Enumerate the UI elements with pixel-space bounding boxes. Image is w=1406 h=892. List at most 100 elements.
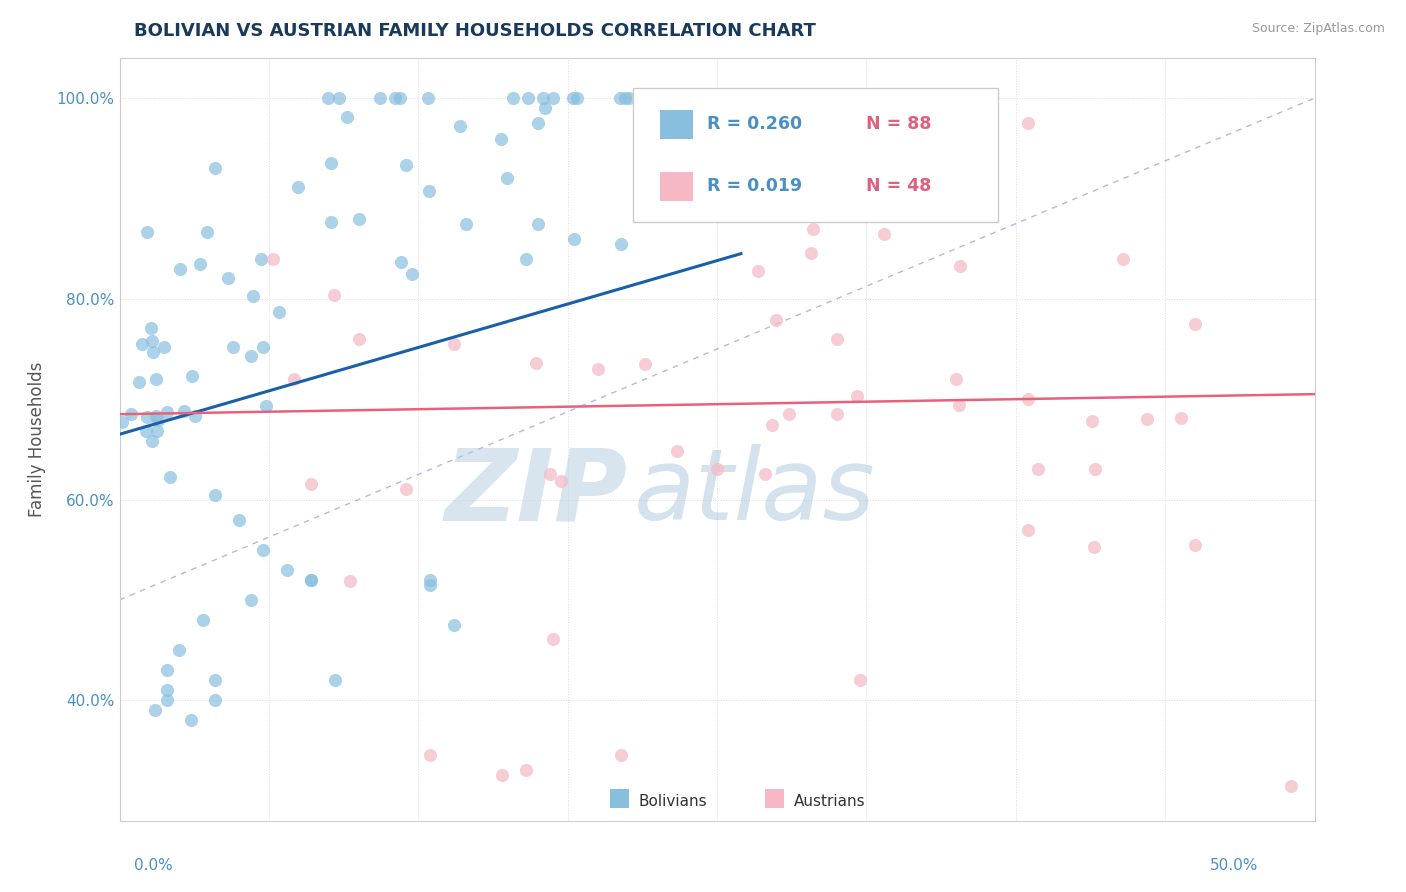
- Point: [401, 268, 423, 282]
- Point: [321, 156, 343, 170]
- Point: [250, 252, 273, 266]
- Point: [299, 573, 322, 587]
- Point: [825, 332, 848, 346]
- Point: [169, 643, 191, 657]
- Point: [252, 340, 274, 354]
- Point: [368, 91, 391, 105]
- Bar: [765, 789, 785, 807]
- Point: [128, 376, 150, 390]
- Point: [142, 344, 165, 359]
- Point: [1081, 414, 1104, 428]
- Point: [491, 768, 513, 782]
- Point: [204, 488, 226, 502]
- Point: [515, 252, 537, 266]
- Point: [849, 673, 872, 688]
- Point: [339, 574, 361, 588]
- Point: [586, 362, 609, 376]
- Point: [299, 477, 322, 491]
- Point: [169, 262, 191, 277]
- Point: [1017, 392, 1039, 407]
- Point: [262, 252, 284, 267]
- Point: [156, 663, 179, 677]
- Text: ZIP: ZIP: [444, 444, 627, 541]
- Point: [323, 288, 346, 302]
- Point: [242, 289, 264, 303]
- Point: [173, 403, 195, 417]
- Point: [502, 91, 524, 105]
- Point: [316, 91, 339, 105]
- Point: [156, 693, 179, 707]
- Point: [217, 271, 239, 285]
- Point: [825, 407, 848, 421]
- Point: [135, 409, 157, 424]
- Point: [384, 91, 406, 105]
- Point: [778, 407, 800, 421]
- Point: [538, 467, 561, 482]
- Y-axis label: Family Households: Family Households: [28, 361, 45, 517]
- Point: [747, 264, 769, 278]
- Point: [761, 417, 783, 432]
- Point: [419, 573, 441, 587]
- Point: [634, 357, 657, 371]
- Point: [323, 673, 346, 688]
- Point: [239, 349, 262, 363]
- Text: N = 88: N = 88: [866, 115, 932, 133]
- Point: [228, 512, 250, 526]
- Point: [276, 563, 298, 577]
- Text: N = 48: N = 48: [866, 178, 932, 195]
- Point: [180, 714, 202, 728]
- Point: [1017, 116, 1039, 130]
- Point: [443, 618, 465, 632]
- Point: [418, 185, 440, 199]
- Point: [389, 91, 412, 105]
- Point: [754, 467, 776, 482]
- Text: R = 0.260: R = 0.260: [707, 115, 803, 133]
- Point: [550, 475, 572, 489]
- Point: [195, 225, 218, 239]
- Point: [1184, 317, 1206, 331]
- Point: [541, 632, 564, 647]
- Point: [111, 415, 134, 429]
- Point: [222, 340, 245, 354]
- Point: [131, 337, 153, 351]
- Point: [148, 413, 170, 427]
- Point: [419, 578, 441, 592]
- Point: [565, 91, 588, 105]
- Point: [449, 119, 471, 133]
- Point: [541, 91, 564, 105]
- Point: [515, 764, 537, 778]
- Point: [299, 573, 322, 587]
- Point: [873, 227, 896, 241]
- Point: [610, 748, 633, 763]
- Point: [527, 116, 550, 130]
- Point: [204, 161, 226, 176]
- Point: [533, 101, 555, 115]
- Point: [496, 170, 519, 185]
- Point: [1026, 462, 1049, 476]
- Point: [141, 434, 163, 449]
- Point: [184, 409, 207, 423]
- Point: [395, 483, 418, 497]
- Point: [531, 91, 554, 105]
- Point: [145, 372, 167, 386]
- Point: [1170, 411, 1192, 425]
- Point: [120, 407, 142, 421]
- Point: [800, 246, 823, 260]
- Point: [347, 211, 370, 226]
- Point: [1083, 541, 1105, 555]
- Point: [156, 683, 179, 698]
- Point: [1112, 252, 1135, 266]
- Point: [283, 371, 305, 385]
- Point: [180, 369, 202, 384]
- Text: Austrians: Austrians: [793, 794, 865, 809]
- Point: [665, 444, 688, 458]
- Point: [269, 305, 291, 319]
- Point: [254, 399, 277, 413]
- FancyBboxPatch shape: [633, 88, 998, 222]
- Point: [1136, 412, 1159, 426]
- Text: 50.0%: 50.0%: [1211, 858, 1258, 873]
- Point: [610, 236, 633, 251]
- Point: [695, 126, 717, 140]
- Point: [252, 542, 274, 557]
- Point: [1184, 538, 1206, 552]
